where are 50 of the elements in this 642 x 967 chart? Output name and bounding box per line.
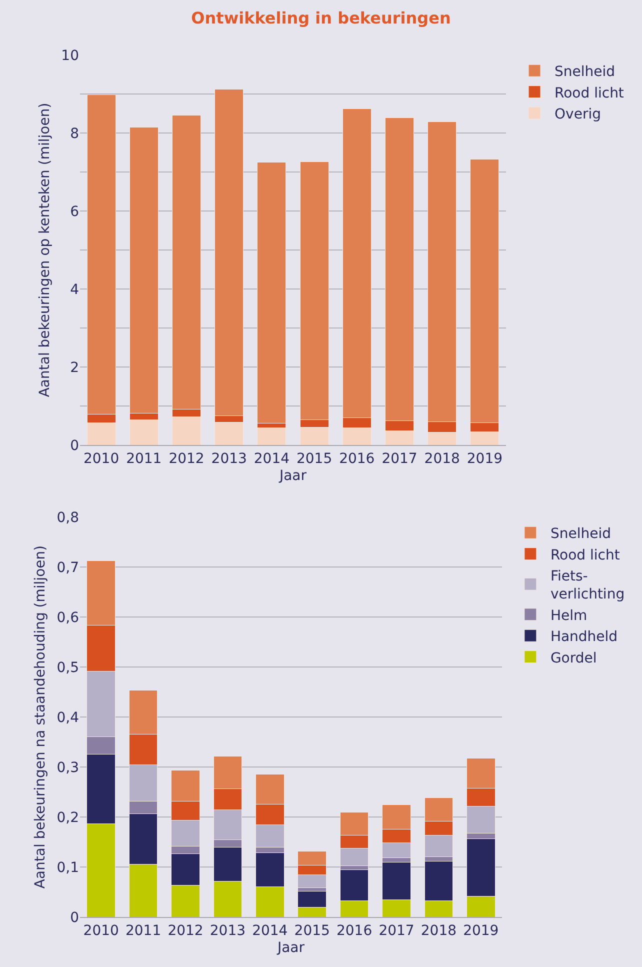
legend-label: Snelheid [554, 64, 616, 80]
x-tick-label: 2010 [83, 450, 120, 467]
x-tick-label: 2019 [466, 450, 503, 467]
x-tick-label: 2015 [294, 922, 330, 939]
x-tick-label: 2016 [336, 922, 372, 939]
x-tick-label: 2017 [382, 450, 418, 467]
y-tick-label: 10 [61, 48, 79, 64]
y-tick-label: 4 [70, 282, 80, 298]
legend-label: Overig [554, 106, 601, 122]
legend-label: Rood licht [554, 85, 624, 102]
y-tick-label: 6 [70, 204, 80, 220]
y-tick-label: 0,8 [56, 510, 79, 526]
y-tick-label: 0,1 [56, 860, 79, 876]
x-tick-label: 2015 [296, 450, 332, 467]
legend-label: Handheld [550, 629, 618, 646]
legend-label: Snelheid [550, 526, 611, 542]
x-tick-label: 2014 [254, 450, 290, 467]
x-tick-label: 2013 [211, 450, 247, 467]
legend-label: Fiets-verlichting [550, 568, 625, 603]
legend-label: Gordel [550, 650, 597, 666]
x-axis-title: Jaar [278, 468, 307, 484]
y-tick-label: 0,7 [56, 560, 79, 576]
y-tick-label: 8 [70, 126, 79, 142]
x-tick-label: 2013 [210, 922, 246, 939]
y-tick-label: 0,3 [56, 760, 79, 776]
x-tick-label: 2012 [168, 922, 204, 939]
legend-label: Helm [550, 608, 588, 624]
x-tick-label: 2019 [463, 922, 499, 939]
y-axis-title: Aantal bekeuringen na staandehouding (miljoen) [32, 545, 48, 889]
bar [257, 428, 286, 445]
y-tick-label: 0,5 [56, 660, 79, 676]
y-tick-label: 0 [70, 438, 79, 454]
y-tick-label: 0,2 [56, 810, 79, 826]
x-axis-title: Jaar [276, 940, 305, 956]
x-tick-label: 2017 [378, 922, 414, 939]
x-tick-label: 2010 [83, 922, 119, 939]
y-tick-label: 2 [70, 360, 79, 376]
x-tick-label: 2014 [252, 922, 288, 939]
x-tick-label: 2018 [424, 450, 460, 467]
x-tick-label: 2011 [125, 922, 162, 939]
legend-label: Rood licht [550, 547, 620, 564]
x-tick-label: 2012 [168, 450, 204, 467]
x-tick-label: 2016 [339, 450, 375, 467]
x-tick-label: 2018 [420, 922, 457, 939]
y-tick-label: 0,4 [56, 710, 80, 726]
y-tick-label: 0,6 [56, 610, 80, 626]
y-tick-label: 0 [70, 910, 79, 926]
y-axis-title: Aantal bekeuringen op kenteken (miljoen) [36, 102, 53, 398]
x-tick-label: 2011 [126, 450, 162, 467]
chart-title: Ontwikkeling in bekeuringen [191, 8, 451, 28]
